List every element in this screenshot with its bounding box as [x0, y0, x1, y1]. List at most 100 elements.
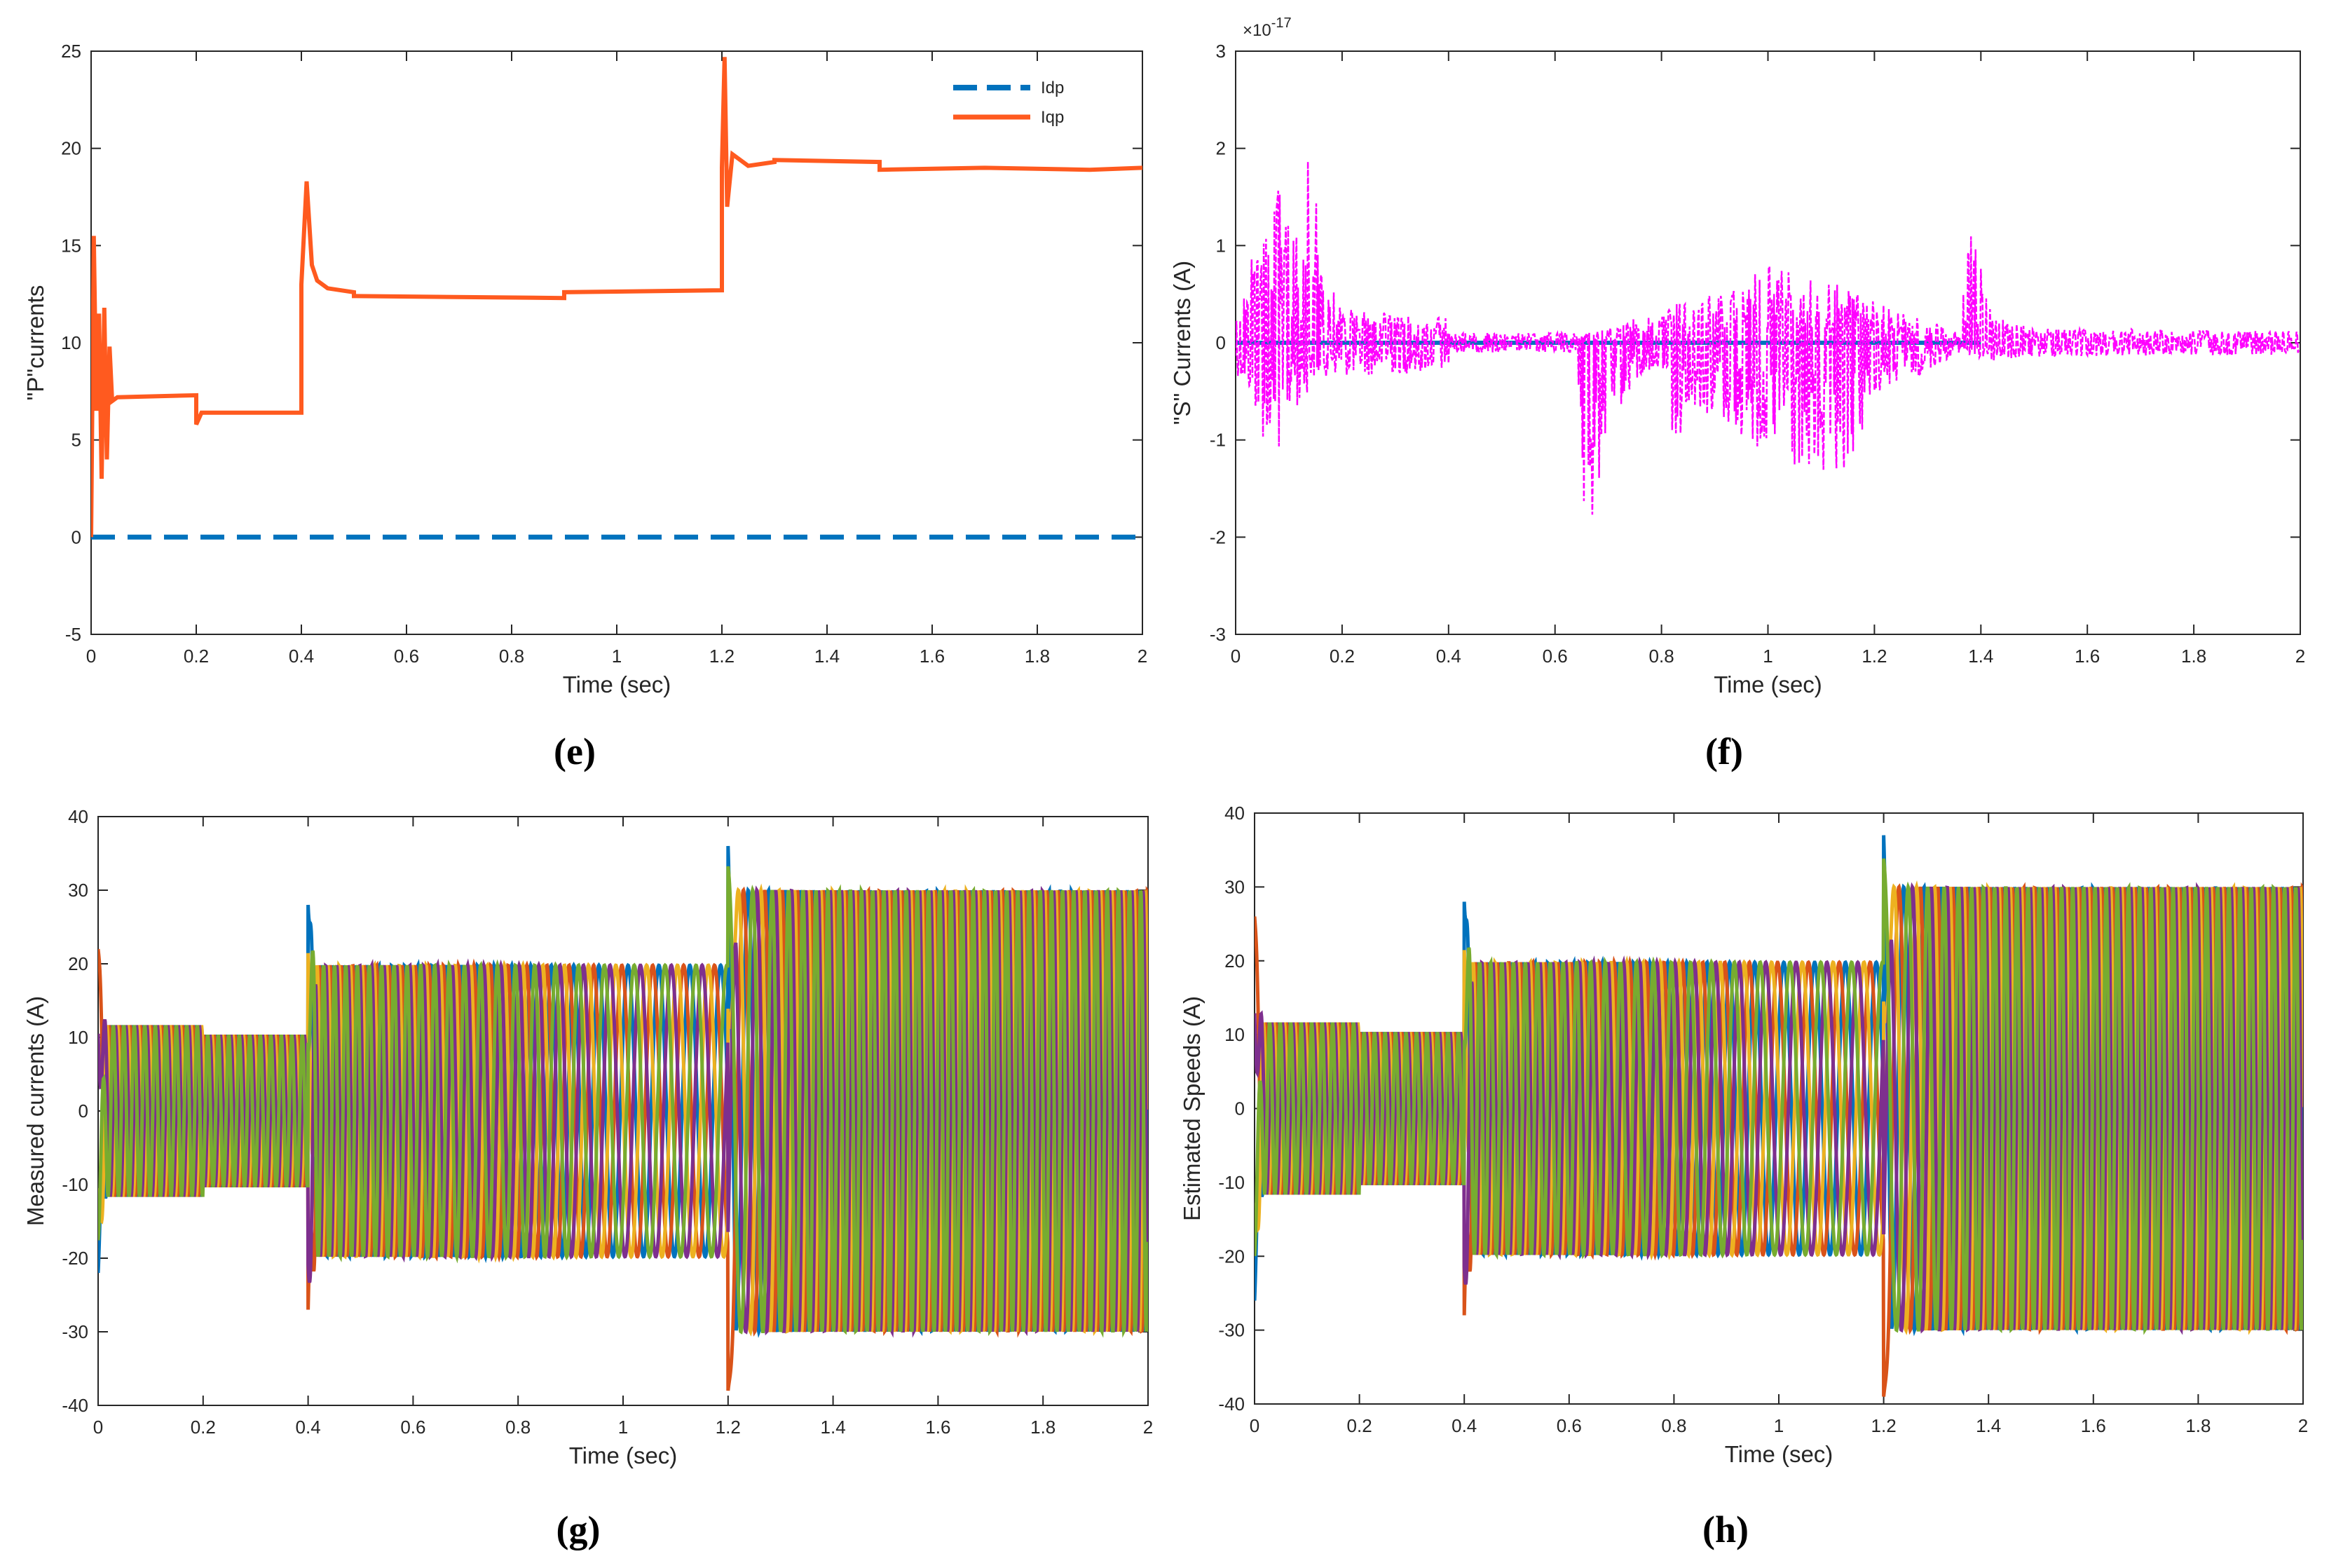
y-tick-label: -40 [62, 1395, 88, 1416]
x-tick-label: 1.2 [709, 646, 735, 667]
x-tick-label: 1.6 [925, 1417, 950, 1438]
panel-caption: (h) [1702, 1508, 1749, 1550]
y-tick-label: -10 [1218, 1172, 1245, 1193]
chart-e: 0 0.2 0.4 0.6 0.8 1 1.2 1.4 1.6 1.8 2-50510152025T… [22, 41, 1147, 772]
y-tick-label: 20 [68, 953, 88, 974]
x-tick-label: 2 [1138, 646, 1147, 667]
series-layer [98, 845, 1148, 1391]
x-tick-label: 1.4 [814, 646, 840, 667]
series-line-Iqp [91, 57, 1142, 538]
x-tick-label: 1.6 [2081, 1415, 2106, 1436]
x-tick-label: 0.2 [1330, 646, 1355, 667]
panel-caption: (e) [554, 730, 596, 772]
y-tick-label: -1 [1210, 430, 1226, 451]
chart-h: 0 0.2 0.4 0.6 0.8 1 1.2 1.4 1.6 1.8 2 -40 -30 -20 -10 0… [1179, 803, 2308, 1550]
y-tick-label: -5 [65, 624, 81, 645]
x-tick-label: 0 [1231, 646, 1241, 667]
x-tick-label: 0.4 [296, 1417, 321, 1438]
x-tick-label: 1 [612, 646, 622, 667]
y-tick-label: 20 [61, 138, 81, 159]
y-tick-label: 0 [78, 1100, 88, 1122]
x-tick-label: 2 [2295, 646, 2305, 667]
chart-g: 0 0.2 0.4 0.6 0.8 1 1.2 1.4 1.6 1.8 2 -40 -30 -20 -10 0… [22, 806, 1153, 1550]
phase-current-4 [98, 885, 1148, 1338]
y-tick-label: 30 [1224, 876, 1245, 897]
x-tick-label: 0.2 [184, 646, 209, 667]
x-tick-label: 2 [2298, 1415, 2308, 1436]
y-tick-label: 10 [1224, 1024, 1245, 1045]
x-tick-label: 1.4 [1968, 646, 1993, 667]
series-layer [1255, 835, 2303, 1397]
y-tick-label: 0 [71, 526, 81, 547]
x-tick-label: 0.6 [1543, 646, 1568, 667]
y-tick-label: -30 [62, 1321, 88, 1342]
y-tick-label: 20 [1224, 950, 1245, 972]
x-tick-label: 0.8 [499, 646, 524, 667]
x-tick-label: 0.4 [1452, 1415, 1477, 1436]
x-axis-label: Time (sec) [563, 671, 671, 697]
y-tick-label: -3 [1210, 624, 1226, 645]
y-tick-label: 10 [61, 332, 81, 353]
y-exponent-label: ×10-17 [1243, 15, 1292, 40]
y-tick-label: 40 [1224, 803, 1245, 824]
phase-current-5 [1255, 858, 2303, 1335]
x-tick-label: 1.4 [821, 1417, 846, 1438]
x-tick-label: 0.4 [289, 646, 314, 667]
y-tick-label: 0 [1216, 332, 1226, 353]
x-tick-label: 2 [1143, 1417, 1153, 1438]
panel-caption: (g) [556, 1508, 601, 1550]
x-axis-label: Time (sec) [1725, 1441, 1833, 1467]
x-tick-label: 0.6 [400, 1417, 425, 1438]
legend: Idp Iqp [953, 79, 1064, 127]
y-tick-label: 25 [61, 41, 81, 62]
x-axis-label: Time (sec) [569, 1443, 678, 1468]
x-tick-label: 1.2 [716, 1417, 741, 1438]
y-tick-label: -30 [1218, 1320, 1245, 1341]
legend-entry-Idp: Idp [1041, 79, 1064, 97]
y-tick-label: 0 [1235, 1098, 1245, 1119]
y-tick-label: -2 [1210, 526, 1226, 547]
x-tick-label: 1.8 [2181, 646, 2206, 667]
series-layer [91, 57, 1142, 540]
chart-f: 0 0.2 0.4 0.6 0.8 1 1.2 1.4 1.6 1.8 2 -3 -2 -1 0 1 2 3 Tim… [1169, 15, 2305, 772]
x-tick-label: 1.4 [1976, 1415, 2001, 1436]
x-tick-label: 0 [86, 646, 96, 667]
y-tick-label: -10 [62, 1174, 88, 1195]
series-line-Iqs [1236, 161, 2300, 515]
x-tick-label: 1 [1763, 646, 1773, 667]
y-tick-label: -40 [1218, 1393, 1245, 1414]
x-tick-label: 0.8 [1649, 646, 1674, 667]
x-tick-label: 0.2 [1347, 1415, 1372, 1436]
y-tick-label: 1 [1216, 235, 1226, 256]
x-tick-label: 0 [93, 1417, 103, 1438]
x-tick-label: 1.8 [1025, 646, 1050, 667]
y-tick-label: -20 [62, 1248, 88, 1269]
x-tick-label: 0.2 [191, 1417, 216, 1438]
x-tick-label: 0 [1250, 1415, 1259, 1436]
series-layer [1236, 161, 2300, 515]
plot-area-e [90, 50, 1143, 635]
y-tick-label: 5 [71, 430, 81, 451]
y-axis-label: Measured currents (A) [22, 996, 48, 1226]
x-tick-label: 1 [1774, 1415, 1784, 1436]
x-tick-label: 0.6 [394, 646, 419, 667]
phase-current-4 [1255, 882, 2303, 1335]
x-tick-label: 1.6 [920, 646, 945, 667]
y-axis-label: "S" Currents (A) [1169, 261, 1195, 425]
x-tick-label: 0.4 [1436, 646, 1461, 667]
panel-caption: (f) [1705, 730, 1743, 772]
y-axis-label: "P"currents [22, 285, 48, 401]
legend-entry-Iqp: Iqp [1041, 108, 1064, 127]
x-tick-label: 1.8 [1030, 1417, 1056, 1438]
x-axis-label: Time (sec) [1714, 671, 1822, 697]
phase-current-5 [98, 866, 1148, 1338]
y-tick-label: 3 [1216, 41, 1226, 62]
y-tick-label: 10 [68, 1027, 88, 1048]
y-tick-label: -20 [1218, 1246, 1245, 1267]
x-tick-label: 1.2 [1862, 646, 1887, 667]
x-tick-label: 0.6 [1557, 1415, 1582, 1436]
y-tick-label: 40 [68, 806, 88, 827]
x-tick-label: 1.2 [1871, 1415, 1897, 1436]
x-tick-label: 1.8 [2185, 1415, 2211, 1436]
